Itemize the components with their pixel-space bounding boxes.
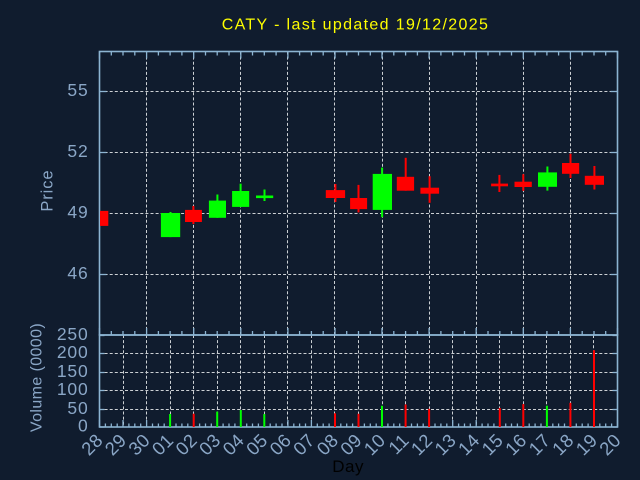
svg-text:Volume (0000): Volume (0000): [29, 323, 46, 432]
svg-text:55: 55: [67, 80, 88, 100]
svg-text:0: 0: [78, 416, 89, 436]
svg-text:50: 50: [67, 398, 88, 418]
svg-text:46: 46: [67, 263, 88, 283]
svg-text:200: 200: [57, 342, 89, 362]
svg-text:250: 250: [57, 324, 89, 344]
svg-text:CATY - last updated 19/12/2025: CATY - last updated 19/12/2025: [222, 17, 490, 34]
svg-text:100: 100: [57, 379, 89, 399]
svg-text:52: 52: [67, 141, 88, 161]
svg-text:Day: Day: [332, 457, 364, 476]
svg-text:Price: Price: [39, 170, 57, 212]
svg-text:49: 49: [67, 202, 88, 222]
svg-text:150: 150: [57, 361, 89, 381]
